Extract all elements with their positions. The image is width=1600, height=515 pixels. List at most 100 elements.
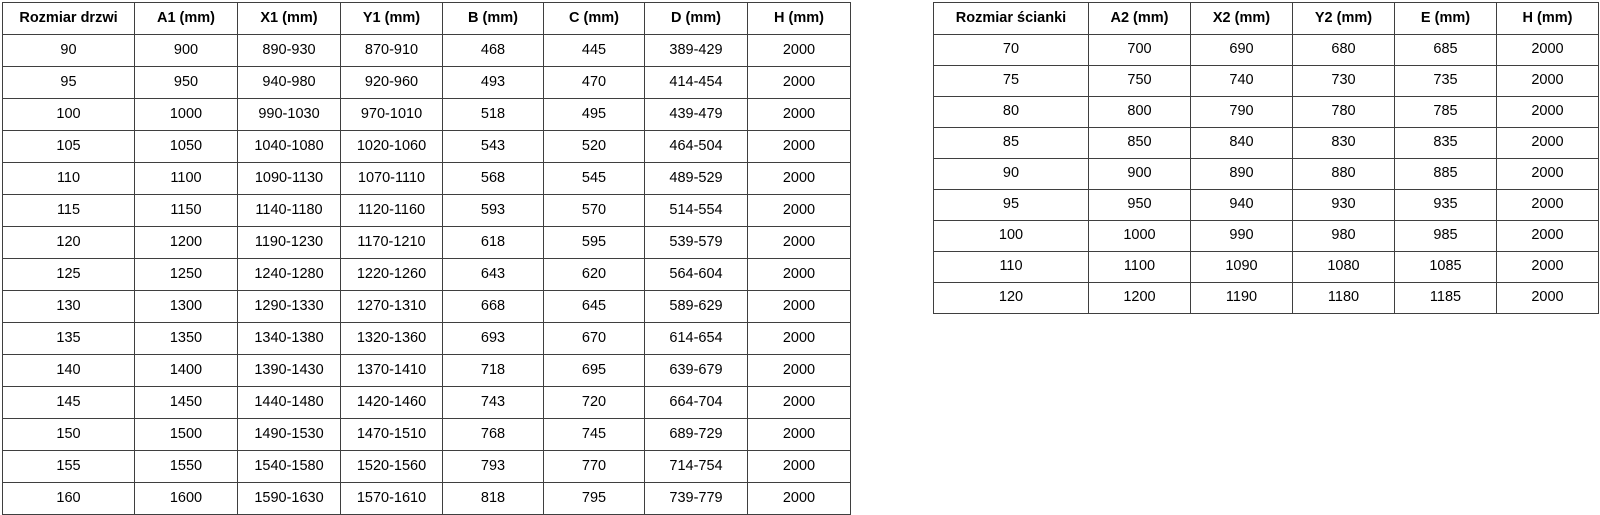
table-row: 70 700 690 680 685 2000 [933,34,1599,66]
door-cell-r7-c6: 564-604 [644,258,748,291]
door-cell-r10-c3: 1370-1410 [340,354,443,387]
wall-cell-r8-c4: 1185 [1394,282,1497,314]
door-cell-r0-c1: 900 [134,34,238,67]
wall-cell-r1-c1: 750 [1088,65,1191,97]
table-row: 100 1000 990 980 985 2000 [933,220,1599,252]
wall-cell-r7-c5: 2000 [1496,251,1599,283]
door-cell-r9-c4: 693 [442,322,544,355]
wall-cell-r4-c5: 2000 [1496,158,1599,190]
table-row: 105 1050 1040-1080 1020-1060 543 520 464-504 20… [2,130,851,163]
door-cell-r12-c3: 1470-1510 [340,418,443,451]
door-cell-r5-c7: 2000 [747,194,851,227]
wall-cell-r6-c5: 2000 [1496,220,1599,252]
wall-cell-r5-c2: 940 [1190,189,1293,221]
door-cell-r2-c5: 495 [543,98,645,131]
door-cell-r6-c2: 1190-1230 [237,226,341,259]
door-cell-r8-c4: 668 [442,290,544,323]
wall-cell-r6-c2: 990 [1190,220,1293,252]
door-cell-r4-c3: 1070-1110 [340,162,443,195]
door-cell-r11-c3: 1420-1460 [340,386,443,419]
wall-cell-r4-c1: 900 [1088,158,1191,190]
door-column-header-3: Y1 (mm) [340,2,443,35]
table-row: 95 950 940-980 920-960 493 470 414-454 2000 [2,66,851,99]
wall-size-table: Rozmiar ścianki A2 (mm) X2 (mm) Y2 (mm) E (m… [933,2,1599,314]
wall-cell-r6-c0: 100 [933,220,1089,252]
door-cell-r14-c3: 1570-1610 [340,482,443,515]
wall-cell-r6-c1: 1000 [1088,220,1191,252]
door-cell-r13-c2: 1540-1580 [237,450,341,483]
door-cell-r11-c4: 743 [442,386,544,419]
table-row: 90 900 890 880 885 2000 [933,158,1599,190]
door-cell-r5-c5: 570 [543,194,645,227]
wall-cell-r0-c2: 690 [1190,34,1293,66]
door-cell-r2-c1: 1000 [134,98,238,131]
table-row: 120 1200 1190-1230 1170-1210 618 595 539-579 20… [2,226,851,259]
door-cell-r11-c0: 145 [2,386,135,419]
table-row: 80 800 790 780 785 2000 [933,96,1599,128]
door-cell-r5-c3: 1120-1160 [340,194,443,227]
door-cell-r0-c2: 890-930 [237,34,341,67]
door-cell-r6-c6: 539-579 [644,226,748,259]
wall-cell-r4-c3: 880 [1292,158,1395,190]
table-row: 100 1000 990-1030 970-1010 518 495 439-479 2000 [2,98,851,131]
door-column-header-4: B (mm) [442,2,544,35]
table-row: 155 1550 1540-1580 1520-1560 793 770 714-754 20… [2,450,851,483]
door-cell-r0-c7: 2000 [747,34,851,67]
door-cell-r2-c7: 2000 [747,98,851,131]
door-cell-r7-c1: 1250 [134,258,238,291]
wall-cell-r8-c2: 1190 [1190,282,1293,314]
table-row: 95 950 940 930 935 2000 [933,189,1599,221]
wall-cell-r0-c0: 70 [933,34,1089,66]
door-cell-r8-c2: 1290-1330 [237,290,341,323]
door-cell-r6-c1: 1200 [134,226,238,259]
door-cell-r9-c3: 1320-1360 [340,322,443,355]
wall-cell-r8-c5: 2000 [1496,282,1599,314]
table-row: 110 1100 1090-1130 1070-1110 568 545 489-529 20… [2,162,851,195]
door-column-header-1: A1 (mm) [134,2,238,35]
door-cell-r3-c6: 464-504 [644,130,748,163]
door-cell-r6-c5: 595 [543,226,645,259]
wall-cell-r8-c1: 1200 [1088,282,1191,314]
door-cell-r7-c2: 1240-1280 [237,258,341,291]
door-cell-r2-c3: 970-1010 [340,98,443,131]
wall-cell-r2-c3: 780 [1292,96,1395,128]
wall-column-header-3: Y2 (mm) [1292,2,1395,35]
door-cell-r12-c1: 1500 [134,418,238,451]
wall-cell-r3-c1: 850 [1088,127,1191,159]
door-cell-r10-c2: 1390-1430 [237,354,341,387]
door-cell-r3-c7: 2000 [747,130,851,163]
wall-cell-r2-c2: 790 [1190,96,1293,128]
wall-cell-r0-c1: 700 [1088,34,1191,66]
door-cell-r13-c1: 1550 [134,450,238,483]
door-cell-r3-c5: 520 [543,130,645,163]
door-cell-r8-c3: 1270-1310 [340,290,443,323]
door-cell-r14-c2: 1590-1630 [237,482,341,515]
door-cell-r8-c6: 589-629 [644,290,748,323]
wall-column-header-4: E (mm) [1394,2,1497,35]
door-cell-r9-c6: 614-654 [644,322,748,355]
door-cell-r9-c2: 1340-1380 [237,322,341,355]
table-row: 160 1600 1590-1630 1570-1610 818 795 739-779 20… [2,482,851,515]
wall-cell-r7-c1: 1100 [1088,251,1191,283]
door-cell-r2-c0: 100 [2,98,135,131]
door-cell-r10-c6: 639-679 [644,354,748,387]
door-cell-r4-c0: 110 [2,162,135,195]
door-cell-r14-c6: 739-779 [644,482,748,515]
door-cell-r2-c6: 439-479 [644,98,748,131]
door-cell-r13-c3: 1520-1560 [340,450,443,483]
wall-cell-r0-c5: 2000 [1496,34,1599,66]
wall-cell-r8-c0: 120 [933,282,1089,314]
door-cell-r4-c5: 545 [543,162,645,195]
table-row: 145 1450 1440-1480 1420-1460 743 720 664-704 20… [2,386,851,419]
door-cell-r13-c4: 793 [442,450,544,483]
door-cell-r6-c0: 120 [2,226,135,259]
wall-cell-r2-c1: 800 [1088,96,1191,128]
door-cell-r7-c0: 125 [2,258,135,291]
table-row: 110 1100 1090 1080 1085 2000 [933,251,1599,283]
door-cell-r12-c4: 768 [442,418,544,451]
door-cell-r12-c2: 1490-1530 [237,418,341,451]
wall-column-header-0: Rozmiar ścianki [933,2,1089,35]
door-cell-r7-c7: 2000 [747,258,851,291]
door-cell-r0-c5: 445 [543,34,645,67]
